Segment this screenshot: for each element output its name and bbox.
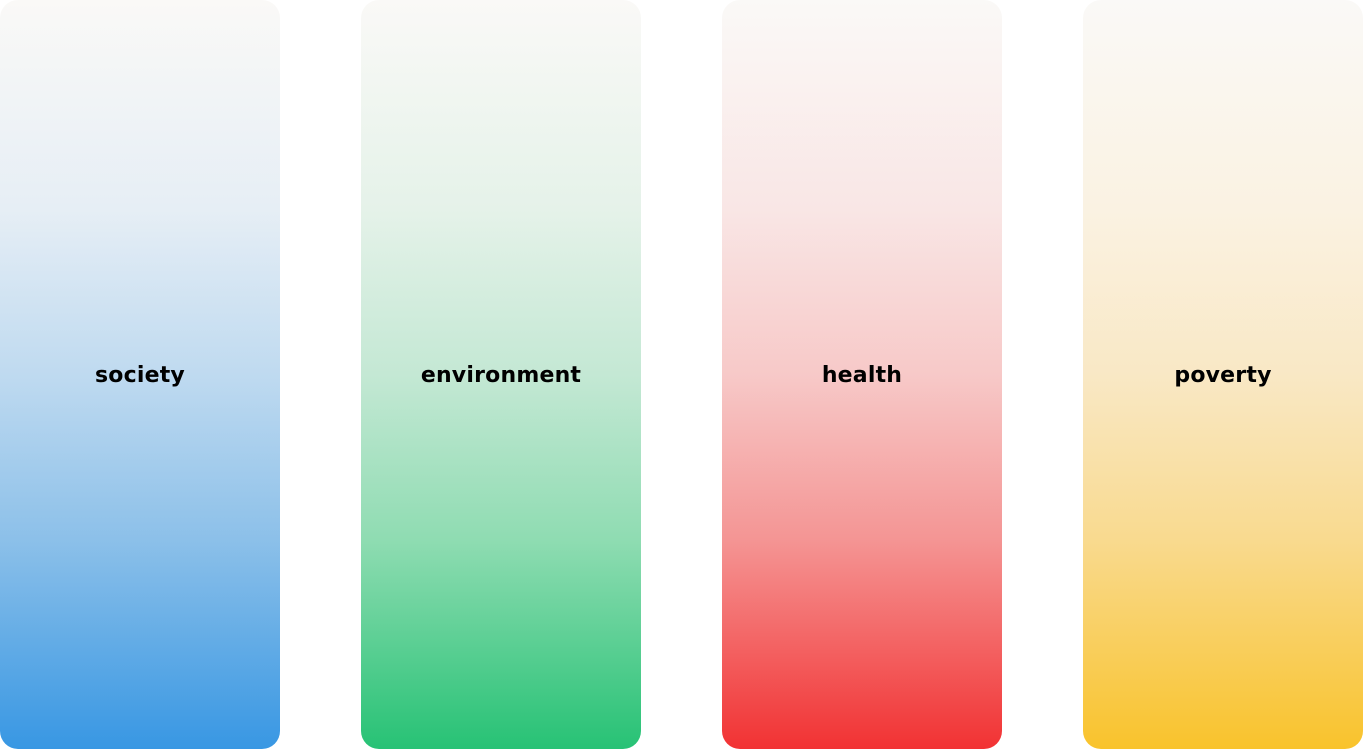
card-label-environment: environment xyxy=(420,363,582,388)
card-environment[interactable]: environment xyxy=(361,0,641,749)
card-label-poverty: poverty xyxy=(1174,363,1272,388)
card-label-health: health xyxy=(821,363,903,388)
card-label-society: society xyxy=(95,363,185,388)
card-health[interactable]: health xyxy=(722,0,1002,749)
card-society[interactable]: society xyxy=(0,0,280,749)
card-poverty[interactable]: poverty xyxy=(1083,0,1363,749)
